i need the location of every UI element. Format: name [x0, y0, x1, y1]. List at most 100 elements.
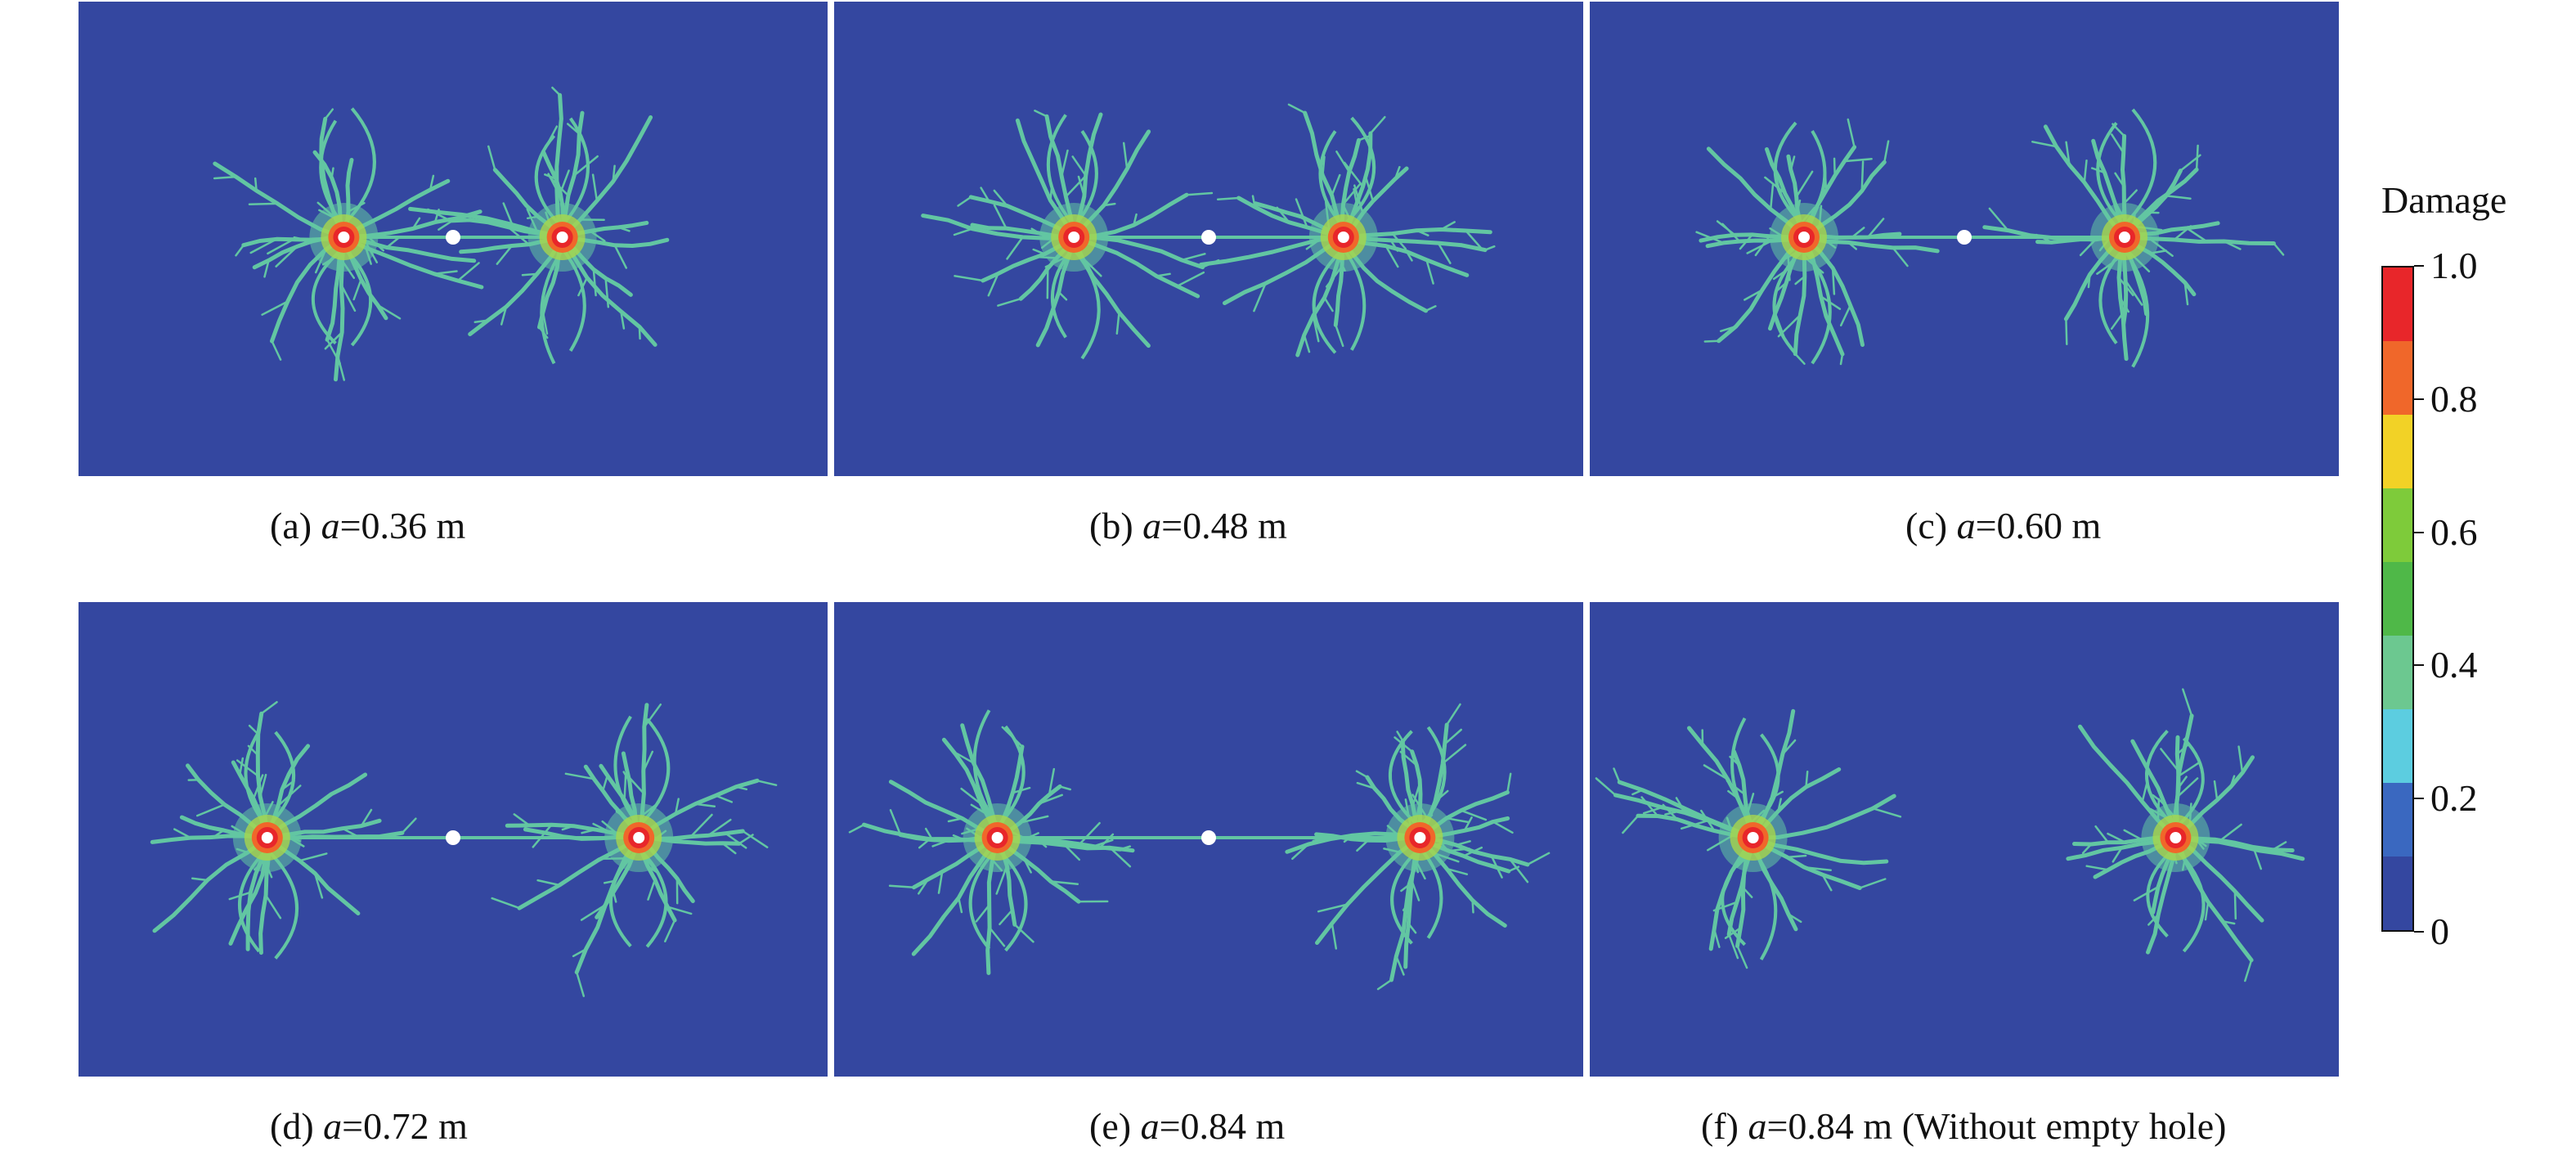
crack-branch [956, 753, 975, 764]
crack-branch [549, 176, 570, 197]
crack-branch [1006, 236, 1024, 260]
crack-branch [1794, 353, 1806, 365]
crack-branch [1425, 259, 1434, 285]
crack-branch [491, 897, 521, 910]
panel-c [1590, 2, 2339, 476]
legend-tick-label: 0.4 [2430, 644, 2478, 686]
damage-plot-c [1695, 108, 2285, 368]
legend-tick [2414, 798, 2424, 800]
legend-swatch-6 [2383, 709, 2412, 783]
crack-branch [647, 878, 657, 901]
crack-branch [2237, 745, 2244, 774]
crack-branch [975, 904, 990, 923]
crack-branch [993, 204, 1008, 230]
crack-branch [1613, 767, 1621, 784]
caption-a: (a) a=0.36 m [270, 505, 466, 546]
panel-d [79, 602, 828, 1077]
crack-branch [213, 175, 237, 180]
crack-branch [267, 238, 295, 255]
crack-branch [1795, 170, 1814, 198]
blast-hole [1337, 232, 1349, 243]
blast-hole-left [921, 110, 1220, 360]
crack-branch [1369, 115, 1386, 135]
crack-branch [2165, 195, 2192, 200]
crack-branch [1445, 703, 1461, 726]
blast-hole-left [1595, 708, 1902, 969]
crack-branch [1343, 161, 1364, 188]
crack-branch [1839, 304, 1851, 326]
crack-branch [1185, 191, 1214, 196]
legend-tick-label: 0 [2430, 910, 2449, 952]
crack-branch [1506, 772, 1512, 794]
crack-branch [689, 813, 713, 838]
crack-branch [888, 884, 915, 888]
crack-branch [987, 272, 999, 297]
damage-plot-a [213, 86, 670, 382]
blast-hole [1798, 232, 1810, 243]
crack-branch [1622, 815, 1640, 834]
crack-branch [1703, 764, 1729, 780]
crack-branch [2213, 780, 2219, 802]
crack-branch [1988, 207, 2009, 232]
crack-branch [1331, 173, 1341, 197]
crack-branch [235, 244, 245, 257]
crack-branch [1740, 885, 1753, 898]
crack-branch [1411, 780, 1422, 807]
crack-branch [643, 703, 662, 728]
empty-hole [1201, 230, 1216, 245]
caption-e: (e) a=0.84 m [1089, 1105, 1286, 1147]
crack-branch [502, 202, 514, 226]
crack-branch [1490, 855, 1503, 879]
blast-hole [261, 832, 273, 843]
crack-branch [1335, 324, 1344, 348]
blast-hole-left [150, 700, 417, 960]
damage-plot-e [848, 703, 1551, 991]
crack-branch [564, 772, 595, 780]
crack-branch [2217, 823, 2242, 843]
blast-hole [633, 832, 645, 843]
crack-branch [1460, 809, 1488, 821]
crack-branch [1013, 923, 1034, 943]
panel-e [834, 602, 1583, 1077]
legend-swatch-5 [2383, 636, 2412, 709]
legend-swatch-0 [2383, 268, 2412, 341]
crack-branch [1883, 140, 1890, 164]
crack-branch [1065, 174, 1088, 198]
legend-tick [2414, 664, 2424, 667]
crack-branch [352, 278, 362, 301]
legend-tick [2414, 531, 2424, 533]
crack-branch [1176, 271, 1205, 288]
crack-branch [988, 926, 1006, 947]
crack-branch [1712, 901, 1739, 912]
crack-branch [724, 832, 747, 849]
crack-branch [1287, 103, 1306, 115]
crack-branch [999, 909, 1014, 926]
crack-branch [2111, 133, 2125, 155]
crack-branch [1764, 176, 1786, 195]
crack-branch [487, 145, 496, 171]
crack-branch [1098, 833, 1115, 849]
crack-branch [848, 823, 865, 834]
crack-branch [2176, 777, 2199, 798]
crack-branch [1122, 142, 1129, 170]
crack-branch [1892, 246, 1909, 268]
crack-branch [627, 776, 645, 795]
panel-a [79, 2, 828, 476]
crack-branch [401, 817, 417, 834]
crack-branch [2273, 242, 2285, 256]
crack-branch [1034, 110, 1048, 118]
legend-title: Damage [2381, 179, 2507, 221]
blast-hole-right [408, 86, 670, 365]
crack-branch [2094, 825, 2110, 843]
crack-branch [1445, 816, 1470, 824]
blast-hole [556, 232, 568, 243]
crack-branch [260, 700, 278, 715]
crack-branch [1376, 978, 1393, 991]
crack-branch [2124, 279, 2143, 306]
crack-branch [1071, 155, 1087, 177]
crack-branch [2185, 227, 2206, 241]
caption-b: (b) a=0.48 m [1089, 505, 1287, 546]
crack-branch [2085, 865, 2110, 871]
crack-branch [1443, 728, 1462, 745]
crack-branch [1109, 847, 1132, 868]
